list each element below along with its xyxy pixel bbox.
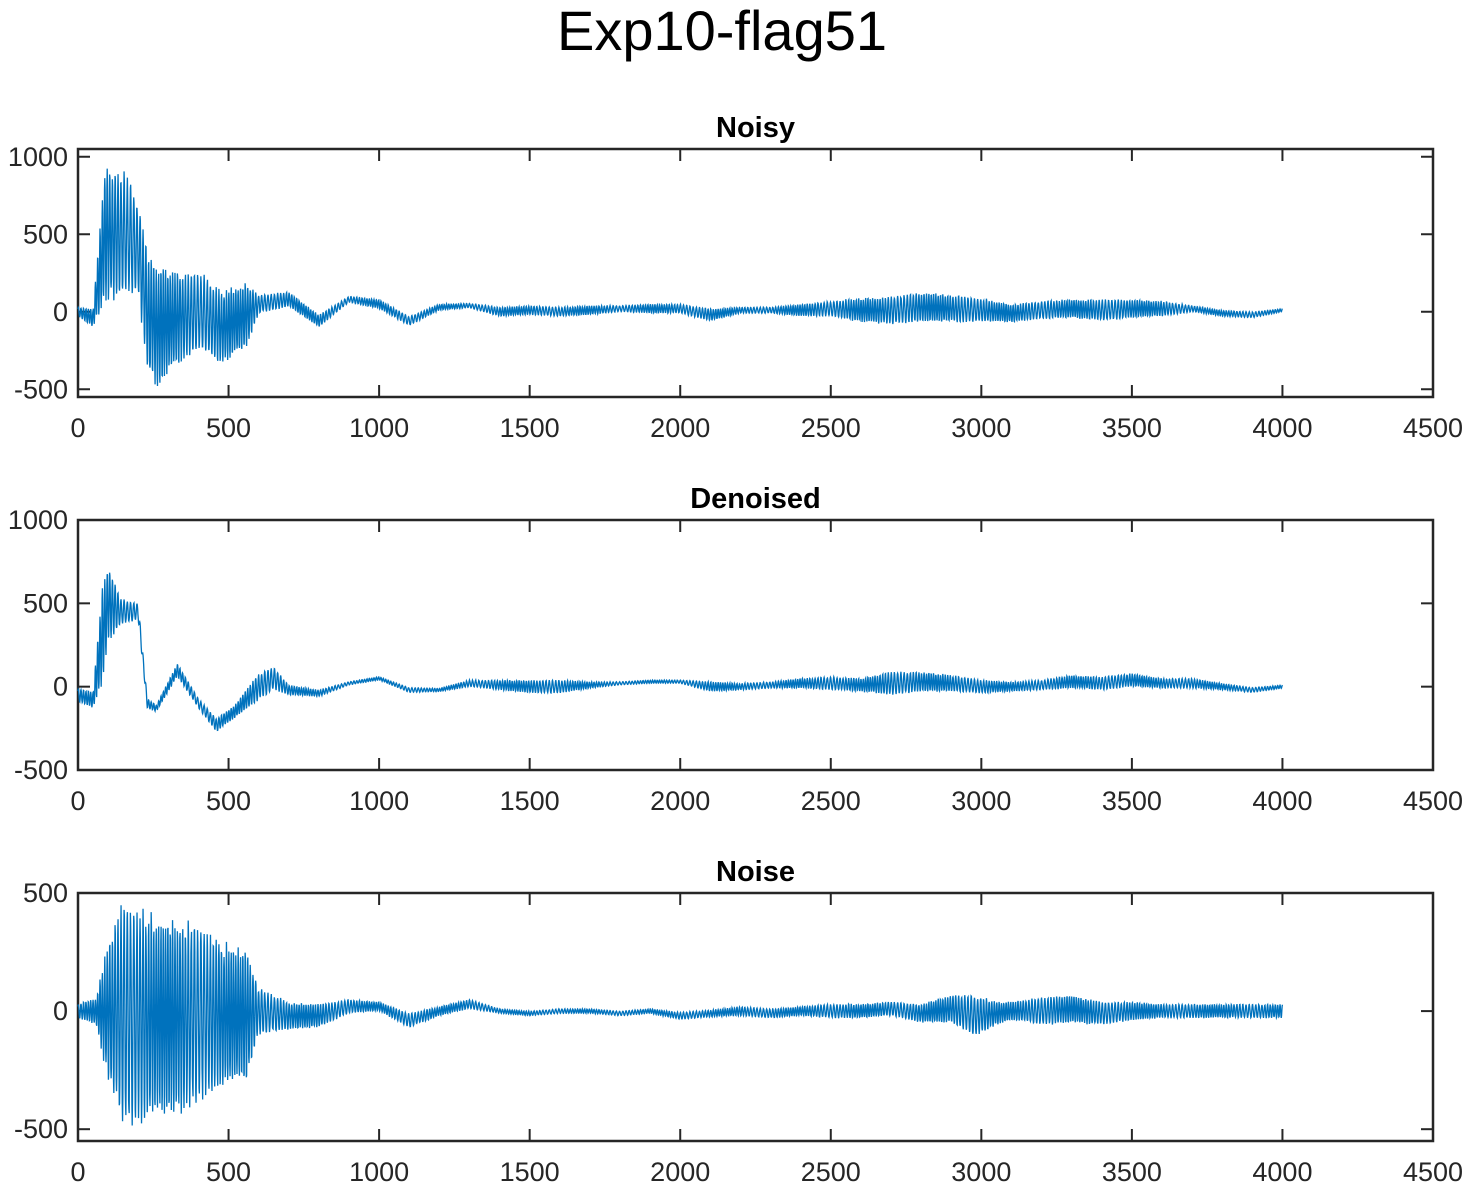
axes-title-noisy: Noisy <box>716 112 795 144</box>
x-tick-label: 4500 <box>1403 413 1463 443</box>
y-tick-label: -500 <box>14 1114 68 1144</box>
axes-noisy: Noisy 0 500 1000 1500 2000 2500 3000 3500 4000 450… <box>8 112 1463 443</box>
axes-title-denoised: Denoised <box>690 483 821 515</box>
y-tick-label: 1000 <box>8 142 68 172</box>
series-line-denoised <box>77 572 1284 732</box>
x-tick-label: 1500 <box>500 413 560 443</box>
x-tick-label: 500 <box>206 1157 251 1184</box>
y-tick-label: 0 <box>53 996 68 1026</box>
x-tick-label: 3000 <box>951 413 1011 443</box>
x-tick-label: 3500 <box>1102 413 1162 443</box>
axes-box-denoised <box>76 518 1435 772</box>
axes-noise: Noise 0 500 1000 1500 2000 2500 3000 3500 4000 450… <box>14 856 1463 1184</box>
x-tick-label: 1000 <box>349 413 409 443</box>
y-tick-label: -500 <box>14 374 68 404</box>
series-line-noise <box>77 905 1284 1126</box>
axes-box-noisy <box>76 147 1435 399</box>
x-tick-label: 0 <box>70 786 85 816</box>
x-tick-label: 500 <box>206 786 251 816</box>
x-tick-label: 2500 <box>801 1157 861 1184</box>
x-tick-label: 4000 <box>1252 786 1312 816</box>
x-tick-label: 4000 <box>1252 413 1312 443</box>
x-tick-label: 2500 <box>801 413 861 443</box>
x-tick-label: 3500 <box>1102 1157 1162 1184</box>
y-tick-label: 500 <box>23 588 68 618</box>
y-tick-label: -500 <box>14 755 68 785</box>
y-tick-label: 500 <box>23 219 68 249</box>
y-tick-label: 0 <box>53 672 68 702</box>
y-tick-label: 0 <box>53 297 68 327</box>
axes-denoised: Denoised 0 500 1000 1500 2000 2500 3000 3500 4000… <box>8 483 1463 816</box>
x-tick-label: 2500 <box>801 786 861 816</box>
x-tick-label: 4500 <box>1403 786 1463 816</box>
x-tick-label: 0 <box>70 1157 85 1184</box>
x-tick-label: 2000 <box>650 1157 710 1184</box>
x-tick-label: 2000 <box>650 413 710 443</box>
x-tick-label: 1000 <box>349 786 409 816</box>
x-tick-label: 1000 <box>349 1157 409 1184</box>
x-tick-label: 3500 <box>1102 786 1162 816</box>
x-tick-label: 0 <box>70 413 85 443</box>
x-tick-label: 2000 <box>650 786 710 816</box>
x-tick-label: 4000 <box>1252 1157 1312 1184</box>
figure-title: Exp10-flag51 <box>556 0 887 62</box>
x-tick-label: 500 <box>206 413 251 443</box>
y-tick-label: 500 <box>23 878 68 908</box>
x-tick-label: 4500 <box>1403 1157 1463 1184</box>
x-tick-label: 1500 <box>500 1157 560 1184</box>
x-tick-label: 3000 <box>951 786 1011 816</box>
x-tick-label: 3000 <box>951 1157 1011 1184</box>
y-tick-label: 1000 <box>8 505 68 535</box>
series-line-noisy <box>77 168 1283 386</box>
x-tick-label: 1500 <box>500 786 560 816</box>
axes-title-noise: Noise <box>716 856 795 888</box>
